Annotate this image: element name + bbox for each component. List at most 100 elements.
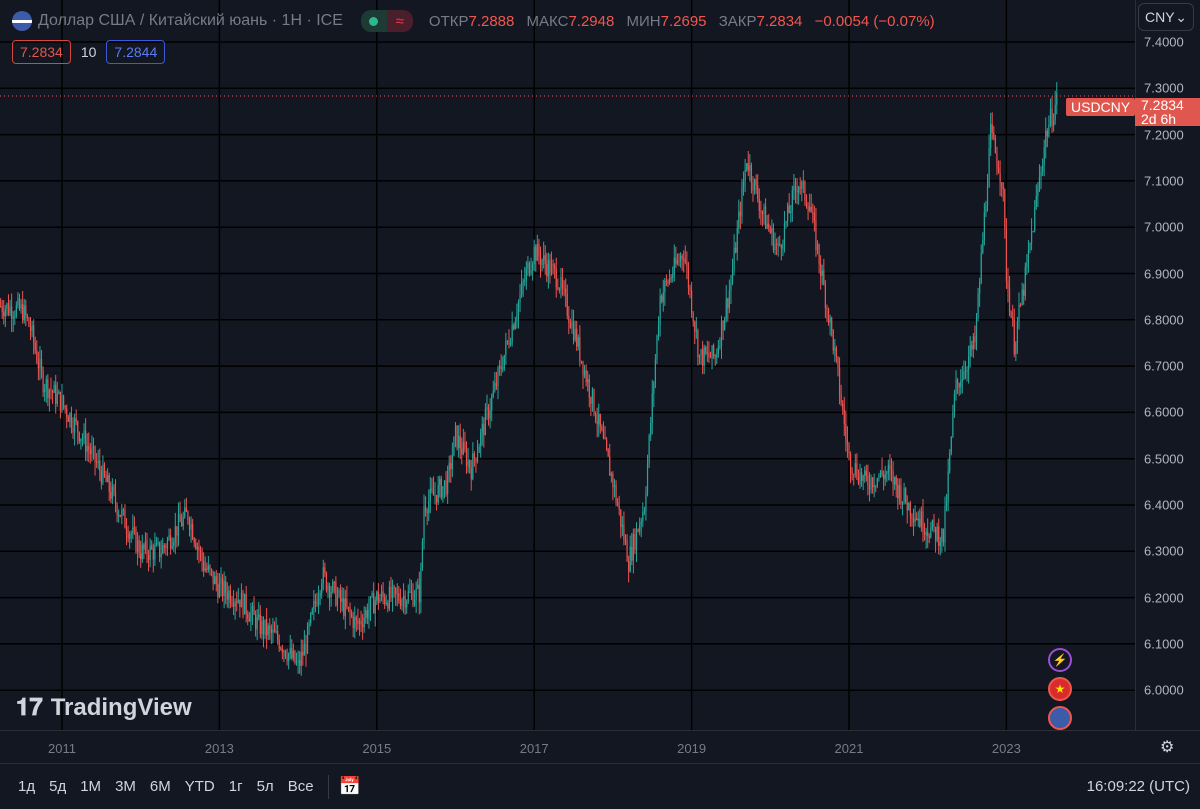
candle-body: [69, 413, 71, 422]
tradingview-logo[interactable]: 𝟏𝟕 TradingView: [16, 694, 192, 722]
candle-body: [668, 277, 671, 284]
candle-body: [146, 540, 148, 556]
range-button-8[interactable]: Все: [287, 778, 314, 795]
candle-body: [33, 325, 35, 343]
bid-ask-row: 7.2834 10 7.2844: [12, 40, 166, 64]
symbol-title[interactable]: Доллар США / Китайский юань · 1H · ICE: [38, 12, 343, 29]
candle-body: [478, 446, 480, 453]
candle-body: [908, 502, 910, 511]
candle-body: [448, 463, 450, 471]
market-status-pill[interactable]: ≈: [360, 10, 413, 32]
candle-body: [321, 583, 323, 593]
candle-body: [859, 472, 861, 484]
range-button-4[interactable]: 6M: [149, 778, 171, 795]
candle-body: [58, 391, 60, 394]
candle-body: [878, 476, 880, 479]
symbol-legend: Доллар США / Китайский юань · 1H · ICE ≈…: [12, 10, 943, 32]
candle-body: [420, 567, 422, 603]
range-button-5[interactable]: YTD: [184, 778, 215, 795]
candle-body: [936, 526, 938, 541]
candle-body: [810, 206, 812, 213]
candle-body: [37, 362, 39, 369]
time-axis[interactable]: ⚙ 2011 2013 2015 2017 2019 2021 2023: [0, 730, 1200, 764]
candle-body: [29, 326, 32, 332]
range-button-2[interactable]: 1M: [80, 778, 102, 795]
candle-body: [166, 539, 169, 548]
candle-body: [368, 609, 370, 619]
candle-body: [100, 470, 102, 483]
candle-body: [735, 247, 737, 253]
candle-body: [708, 352, 710, 358]
candle-body: [739, 211, 741, 217]
candle-body: [284, 650, 287, 657]
candle-body: [968, 356, 970, 370]
buy-button[interactable]: 7.2844: [106, 40, 166, 64]
candle-body: [50, 389, 52, 392]
candle-body: [771, 227, 773, 233]
candle-body: [549, 260, 551, 275]
price-tick-label: 7.1000: [1144, 173, 1184, 189]
candle-body: [352, 615, 354, 629]
price-axis[interactable]: 7.4000 7.3000 7.2000 7.1000 7.0000 6.9000 6.80…: [1135, 0, 1200, 730]
candle-body: [171, 546, 173, 549]
symbol-price-label: USDCNY: [1066, 98, 1136, 116]
candle-body: [870, 477, 872, 490]
candle-body: [944, 506, 946, 543]
range-button-7[interactable]: 5л: [256, 778, 274, 795]
range-button-3[interactable]: 3M: [115, 778, 136, 795]
candle-body: [398, 593, 400, 601]
candle-body: [783, 223, 786, 245]
candle-body: [410, 591, 413, 593]
usd-flag-icon: [12, 11, 32, 31]
candle-body: [823, 270, 825, 285]
candle-body: [437, 484, 439, 503]
usa-flag-event-icon[interactable]: [1048, 706, 1072, 730]
candle-body: [681, 255, 683, 259]
candle-body: [601, 426, 603, 431]
candle-body: [820, 263, 822, 276]
candle-body: [868, 485, 871, 490]
candle-body: [306, 625, 309, 654]
candle-body: [925, 531, 927, 536]
clock[interactable]: 16:09:22 (UTC): [1086, 778, 1190, 795]
candle-body: [585, 370, 587, 383]
candle-body: [402, 595, 405, 600]
candle-body: [215, 576, 217, 584]
range-button-0[interactable]: 1д: [18, 778, 36, 795]
candle-body: [473, 453, 475, 459]
candle-body: [779, 243, 781, 246]
candle-body: [94, 446, 96, 463]
candle-body: [388, 586, 390, 609]
currency-select[interactable]: CNY ⌄: [1138, 3, 1194, 31]
range-button-6[interactable]: 1г: [228, 778, 243, 795]
candle-body: [489, 410, 491, 419]
settings-icon[interactable]: ⚙: [1160, 739, 1175, 756]
china-flag-event-icon[interactable]: ★: [1048, 677, 1072, 701]
candle-body: [697, 330, 699, 358]
range-button-1[interactable]: 5д: [49, 778, 67, 795]
candle-body: [527, 262, 529, 269]
candle-body: [519, 294, 521, 303]
candlestick-chart[interactable]: [0, 0, 1200, 730]
candle-body: [429, 488, 431, 501]
candle-body: [941, 528, 943, 543]
candle-body: [665, 280, 668, 282]
candle-body: [582, 361, 584, 376]
time-tick-label: 2013: [204, 741, 234, 756]
candle-body: [975, 318, 978, 343]
candle-body: [459, 435, 461, 449]
price-tick-label: 6.0000: [1144, 682, 1184, 698]
go-to-date-icon[interactable]: 📅: [338, 776, 361, 796]
candle-body: [695, 330, 697, 332]
candle-body: [957, 379, 959, 384]
sell-button[interactable]: 7.2834: [12, 40, 71, 64]
candle-body: [248, 618, 250, 622]
candle-body: [385, 603, 387, 605]
candle-body: [1013, 319, 1015, 355]
candle-body: [40, 358, 43, 371]
candle-body: [376, 591, 378, 601]
candle-body: [341, 598, 343, 602]
candle-body: [569, 322, 572, 328]
candle-body: [399, 600, 402, 607]
lightning-event-icon[interactable]: ⚡: [1048, 648, 1072, 672]
